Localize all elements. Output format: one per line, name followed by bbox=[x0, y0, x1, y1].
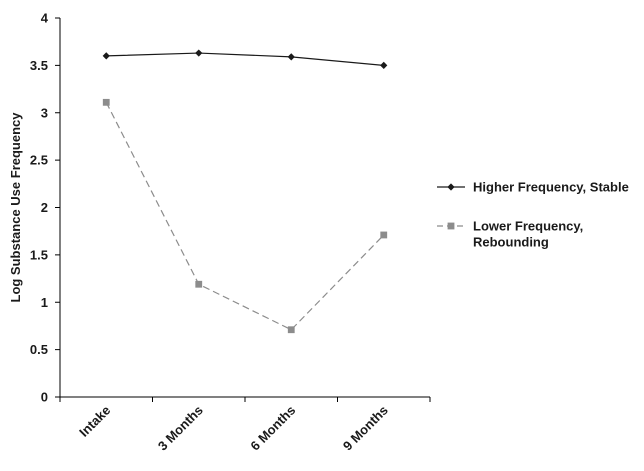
data-point bbox=[380, 231, 388, 239]
y-tick-label: 3 bbox=[41, 105, 48, 120]
legend-marker-1 bbox=[447, 183, 455, 191]
data-point bbox=[195, 49, 203, 57]
legend-label-line: Lower Frequency, bbox=[473, 219, 583, 234]
data-point bbox=[287, 53, 295, 61]
y-tick-label: 3.5 bbox=[30, 58, 48, 73]
legend: Higher Frequency, Stable Lower Frequency,… bbox=[437, 180, 629, 250]
y-tick-label: 0.5 bbox=[30, 342, 48, 357]
data-point bbox=[380, 61, 388, 69]
y-tick-label: 1.5 bbox=[30, 247, 48, 262]
series-line-2 bbox=[105, 102, 385, 331]
x-tick-label: 3 Months bbox=[155, 403, 206, 454]
axes: 0 0.5 1 1.5 2 2.5 3 3.5 4 Intake 3 Months 6 Months 9… bbox=[30, 11, 431, 454]
y-tick-label: 2 bbox=[41, 200, 48, 215]
series-line-1 bbox=[106, 52, 384, 66]
data-point bbox=[195, 280, 203, 288]
data-point bbox=[287, 326, 295, 334]
legend-marker-2 bbox=[447, 222, 455, 230]
data-point bbox=[102, 98, 110, 106]
x-tick-label: 9 Months bbox=[340, 403, 391, 454]
y-tick-label: 1 bbox=[41, 295, 48, 310]
series-layer bbox=[102, 49, 388, 334]
y-tick-label: 0 bbox=[41, 390, 48, 405]
y-axis-title: Log Substance Use Frequency bbox=[8, 112, 23, 303]
legend-label-line: Rebounding bbox=[473, 235, 549, 250]
y-tick-label: 4 bbox=[41, 11, 49, 26]
legend-label-line: Higher Frequency, Stable bbox=[473, 180, 629, 195]
legend-label-1: Higher Frequency, Stable bbox=[473, 180, 629, 195]
legend-label-2: Lower Frequency, Rebounding bbox=[473, 219, 583, 250]
data-point bbox=[102, 52, 110, 60]
x-tick-label: 6 Months bbox=[247, 403, 298, 454]
x-tick-label: Intake bbox=[76, 403, 113, 440]
y-tick-label: 2.5 bbox=[30, 153, 48, 168]
